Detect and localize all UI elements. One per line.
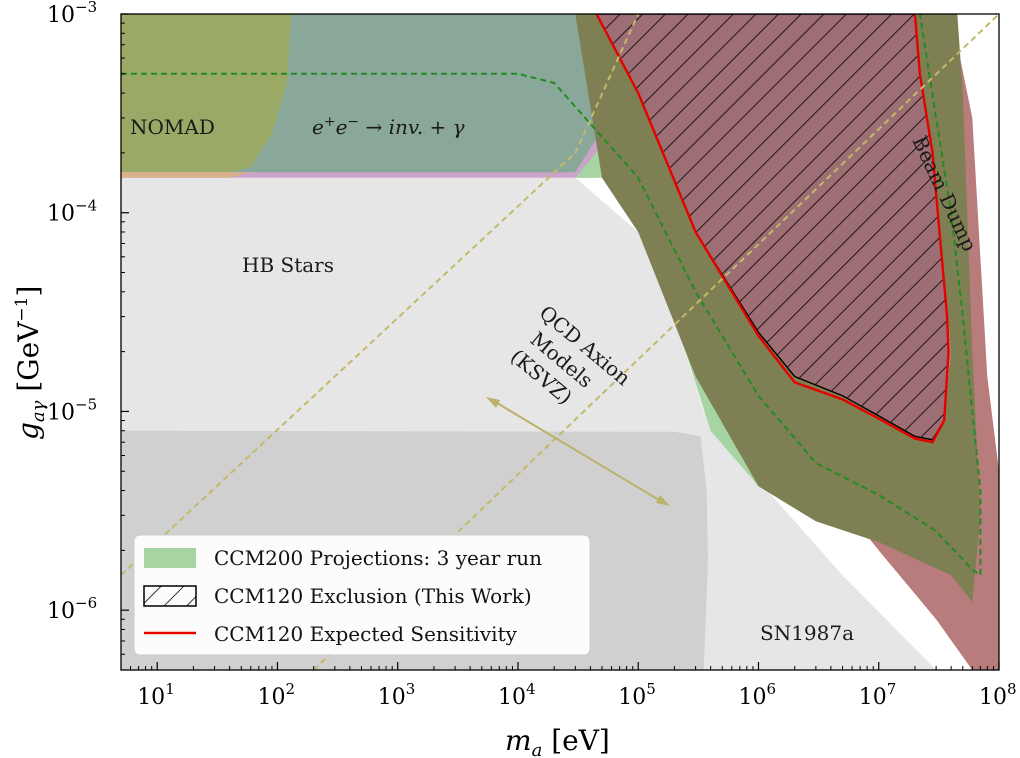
ksvz-arrow-head-left	[486, 397, 500, 408]
legend-swatch-ccm200	[144, 548, 196, 568]
x-tick-label: 103	[378, 680, 416, 710]
legend-box	[133, 534, 591, 656]
legend-label-ccm200: CCM200 Projections: 3 year run	[214, 546, 542, 570]
series-ccm120-expected-sensitivity	[595, 14, 950, 444]
y-axis-ticks: 10−3 10−4 10−5 10−6	[47, 0, 129, 671]
x-tick-label: 102	[257, 680, 295, 710]
x-tick-label: 106	[738, 680, 776, 710]
x-axis-title: ma [eV]	[505, 724, 610, 758]
qcd-axion-label: QCD Axion Models (KSVZ)	[506, 300, 635, 409]
legend-label-ccm120-sensitivity: CCM120 Expected Sensitivity	[214, 622, 518, 646]
region-nomad	[121, 14, 292, 173]
x-tick-label: 107	[859, 680, 897, 710]
ksvz-arrow-line	[491, 399, 665, 504]
region-nomad-lower-edge	[121, 172, 251, 178]
ksvz-arrow-head-right	[656, 495, 670, 506]
plot-frame	[120, 13, 1000, 671]
series-ccm200-boundary	[121, 14, 982, 578]
x-axis-ticks: 101 102 103 104 105 106 107 108	[120, 662, 1017, 710]
ksvz-arrow	[486, 397, 670, 506]
hb-stars-label: HB Stars	[242, 253, 334, 277]
y-tick-label: 10−6	[47, 594, 97, 624]
x-tick-label: 104	[498, 680, 536, 710]
region-olive-overlap	[575, 14, 981, 602]
x-tick-label: 108	[979, 680, 1017, 710]
ee-inv-label: e+e− → inv. + γ	[312, 114, 465, 139]
legend-label-ccm120-exclusion: CCM120 Exclusion (This Work)	[214, 584, 532, 608]
y-tick-label: 10−4	[47, 197, 97, 227]
series-ksvz-band-lower	[313, 14, 999, 670]
x-tick-label: 105	[618, 680, 656, 710]
legend: CCM200 Projections: 3 year run CCM120 Ex…	[133, 534, 591, 656]
nomad-label: NOMAD	[130, 115, 215, 139]
sensitivity-curves	[121, 14, 999, 670]
region-e-e-inv	[229, 14, 675, 173]
series-ksvz-band-upper	[121, 14, 640, 576]
y-tick-label: 10−3	[47, 0, 97, 28]
x-tick-label: 101	[137, 680, 175, 710]
y-tick-label: 10−5	[47, 395, 97, 425]
legend-swatch-ccm120-exclusion	[143, 585, 197, 607]
y-axis-title: gaγ [GeV−1]	[12, 286, 49, 440]
sn1987a-label: SN1987a	[760, 621, 854, 645]
